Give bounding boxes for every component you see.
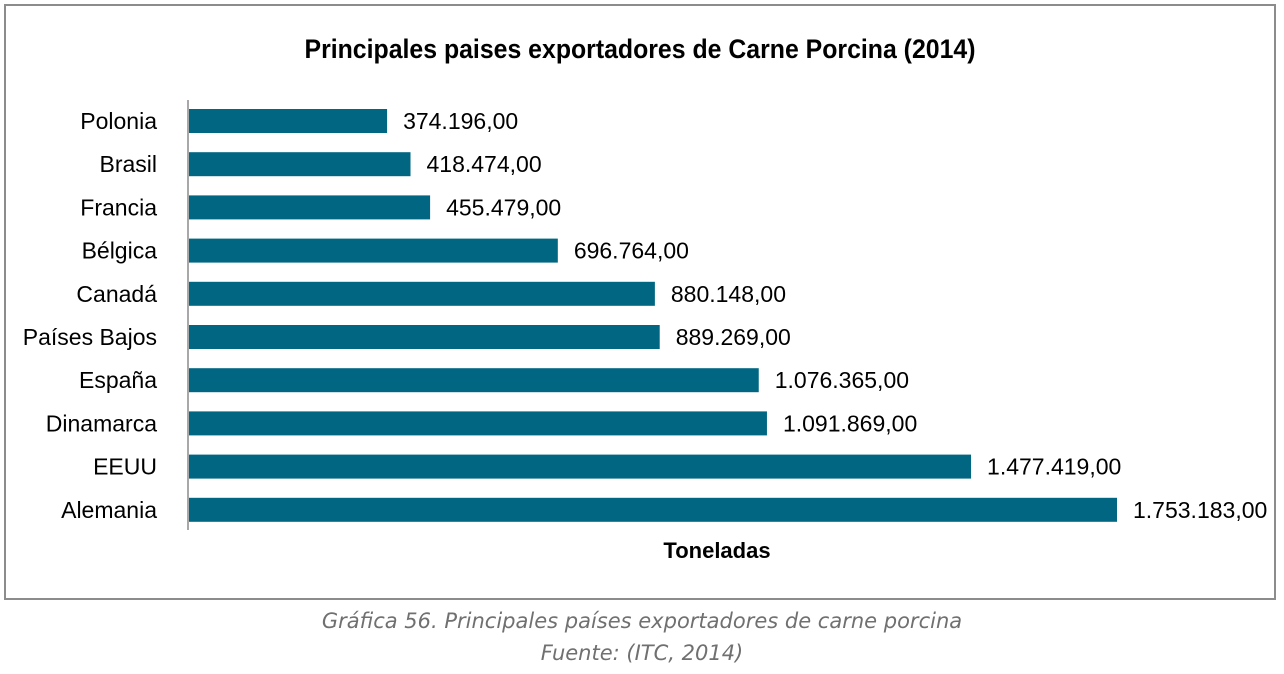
bar [189, 497, 1117, 522]
bar [189, 368, 759, 393]
value-label: 1.477.419,00 [987, 454, 1121, 480]
value-label: 418.474,00 [427, 151, 542, 177]
bar [189, 238, 558, 263]
bar [189, 152, 411, 177]
value-label: 455.479,00 [446, 194, 561, 220]
bar [189, 195, 431, 220]
value-label: 1.076.365,00 [775, 367, 909, 393]
category-label: Francia [80, 194, 157, 220]
category-label: Alemania [61, 497, 157, 523]
bar [189, 281, 655, 306]
bar-chart: Polonia 374.196,00 Brasil 418.474,00 Francia… [23, 100, 1268, 563]
bar [189, 454, 972, 479]
category-label: Bélgica [82, 238, 158, 264]
x-axis-title: Toneladas [663, 538, 770, 563]
value-label: 696.764,00 [574, 238, 689, 264]
chart-title: Principales paises exportadores de Carne… [304, 34, 976, 64]
bar [189, 325, 660, 349]
value-label: 889.269,00 [676, 324, 791, 350]
category-label: Países Bajos [23, 324, 157, 350]
bars-layer: Polonia 374.196,00 Brasil 418.474,00 Francia… [23, 108, 1268, 523]
figure-source: Fuente: (ITC, 2014) [540, 641, 744, 665]
bar [189, 109, 388, 133]
category-label: Polonia [80, 108, 157, 134]
bar [189, 411, 767, 436]
value-label: 374.196,00 [403, 108, 518, 134]
category-label: España [79, 367, 157, 393]
figure-caption: Gráfica 56. Principales países exportado… [321, 609, 963, 633]
category-label: EEUU [93, 454, 157, 480]
value-label: 880.148,00 [671, 281, 786, 307]
value-label: 1.753.183,00 [1133, 497, 1267, 523]
category-label: Dinamarca [46, 410, 157, 436]
value-label: 1.091.869,00 [783, 410, 917, 436]
category-label: Brasil [99, 151, 157, 177]
category-label: Canadá [76, 281, 157, 307]
